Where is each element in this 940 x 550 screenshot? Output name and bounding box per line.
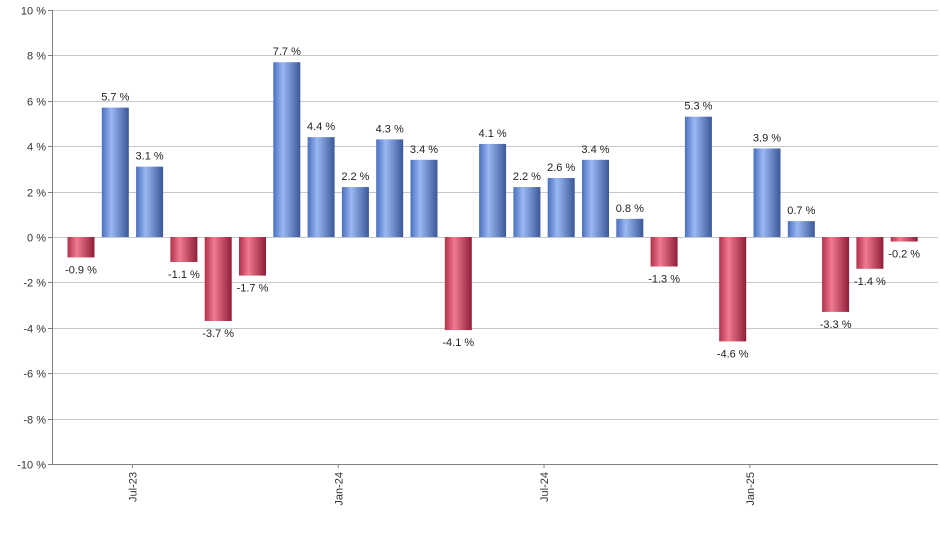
- data-label: -1.4 %: [854, 276, 886, 288]
- y-tick-label: 8 %: [27, 51, 46, 63]
- x-tick-label: Jan-24: [333, 472, 345, 506]
- bar: [410, 159, 438, 237]
- data-label: 0.8 %: [616, 203, 644, 215]
- data-label: -4.1 %: [442, 337, 474, 349]
- data-label: -1.3 %: [648, 274, 680, 286]
- y-tick-label: -6 %: [23, 369, 46, 381]
- axes: [52, 10, 938, 465]
- data-label: 3.4 %: [581, 144, 609, 156]
- data-label: -0.9 %: [65, 264, 97, 276]
- bar: [513, 187, 541, 237]
- bar: [787, 221, 815, 237]
- bar: [650, 237, 678, 267]
- y-tick-label: 4 %: [27, 142, 46, 154]
- bar: [136, 166, 164, 237]
- data-label: 2.2 %: [341, 171, 369, 183]
- bar: [101, 107, 129, 237]
- data-label: 4.1 %: [479, 128, 507, 140]
- bar: [547, 177, 575, 237]
- y-tick-label: -4 %: [23, 324, 46, 336]
- x-tick-label: Jan-25: [745, 472, 757, 506]
- x-tick-label: Jul-24: [539, 472, 551, 502]
- data-label: 4.3 %: [376, 123, 404, 135]
- data-label: -1.1 %: [168, 269, 200, 281]
- data-label: 2.6 %: [547, 162, 575, 174]
- y-tick-label: 10 %: [21, 6, 46, 18]
- bar: [822, 237, 850, 312]
- bar: [582, 159, 609, 237]
- data-label: 3.1 %: [136, 151, 164, 163]
- data-labels: -0.9 % 5.7 % 3.1 % -1.1 % -3.7 % -1.7 % 7.7 % 4…: [65, 46, 920, 360]
- bar: [856, 237, 884, 269]
- y-tick-label: 0 %: [27, 233, 46, 245]
- bar: [719, 237, 747, 342]
- bar: [307, 137, 335, 237]
- bar: [341, 187, 369, 237]
- y-axis-tick-labels: 10 % 8 % 6 % 4 % 2 % 0 % -2 % -4 % -6 % -8 % -10 %: [17, 6, 46, 472]
- data-label: -1.7 %: [237, 283, 269, 295]
- bar: [239, 237, 266, 276]
- data-label: 4.4 %: [307, 121, 335, 133]
- bar: [616, 218, 644, 237]
- data-label: 3.4 %: [410, 144, 438, 156]
- x-tick-label: Jul-23: [127, 472, 139, 502]
- y-tick-label: 2 %: [27, 188, 46, 200]
- data-label: 2.2 %: [513, 171, 541, 183]
- bar: [479, 143, 507, 237]
- y-tick-label: -8 %: [23, 415, 46, 427]
- data-label: 7.7 %: [273, 46, 301, 58]
- x-axis-tick-labels: Jul-23 Jan-24 Jul-24 Jan-25: [127, 464, 757, 506]
- y-tick-label: -10 %: [17, 460, 46, 472]
- y-tick-label: -2 %: [23, 278, 46, 290]
- bar: [890, 237, 918, 242]
- data-label: 3.9 %: [753, 132, 781, 144]
- data-label: 0.7 %: [787, 205, 815, 217]
- data-label: -0.2 %: [888, 249, 920, 261]
- bar: [67, 237, 95, 258]
- bar: [444, 237, 472, 331]
- bar: [204, 237, 232, 321]
- bars: [67, 62, 918, 342]
- y-tick-label: 6 %: [27, 97, 46, 109]
- data-label: -3.3 %: [820, 319, 852, 331]
- data-label: 5.3 %: [684, 101, 712, 113]
- bar: [273, 62, 301, 238]
- bar: [170, 237, 198, 262]
- data-label: -4.6 %: [717, 348, 749, 360]
- bar: [376, 139, 404, 237]
- bar: [753, 148, 781, 237]
- data-label: 5.7 %: [101, 92, 129, 104]
- data-label: -3.7 %: [202, 328, 234, 340]
- bar: [684, 116, 712, 237]
